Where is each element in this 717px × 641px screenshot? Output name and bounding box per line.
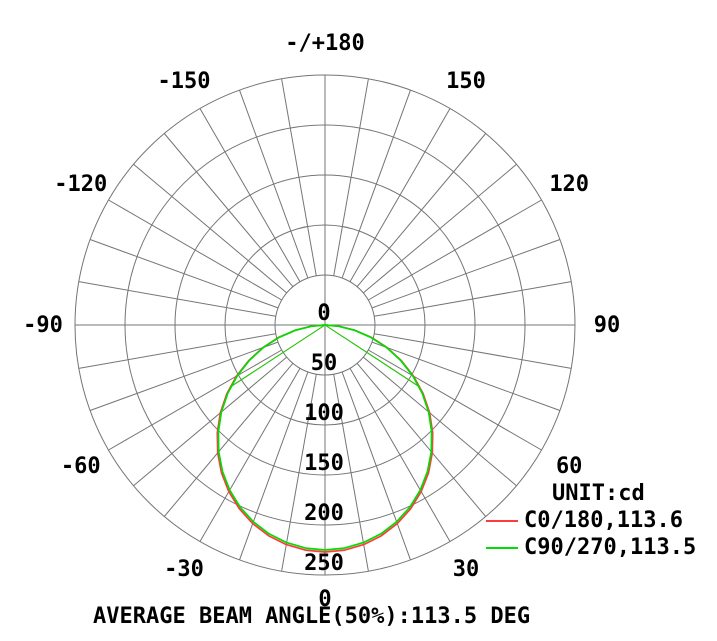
legend-line-swatch-c90 [486,547,518,549]
angle-tick-label: -/+180 [285,31,364,56]
grid-spoke [133,356,288,487]
grid-spoke [281,78,317,276]
grid-spoke [371,239,561,309]
grid-spoke [333,78,369,276]
angle-tick-label: 120 [549,172,589,197]
grid-spoke [78,281,276,317]
grid-spoke [163,133,294,288]
radial-tick-label: 250 [304,551,344,576]
grid-spoke [374,281,572,317]
angle-tick-label: -120 [54,172,107,197]
beam-angle-line-c90 [230,324,326,388]
angle-tick-label: -30 [164,557,204,582]
intensity-curve-c90 [217,324,433,551]
grid-spoke [108,199,282,301]
grid-spoke [239,371,309,561]
grid-spoke [89,239,279,309]
grid-spoke [281,374,317,572]
grid-spoke [133,163,288,294]
grid-spoke [349,108,451,282]
legend-item-c90: C90/270,113.5 [486,535,697,560]
grid-spoke [368,349,542,451]
grid-spoke [78,333,276,369]
grid-spoke [239,89,309,279]
grid-spoke [199,108,301,282]
grid-spoke [108,349,282,451]
grid-spoke [349,368,451,542]
radial-tick-label: 50 [311,351,338,376]
grid-spoke [356,362,487,517]
grid-spoke [356,133,487,288]
grid-spoke [341,89,411,279]
legend-line-swatch-c0 [486,520,518,522]
beam-angle-line-c90 [324,324,420,388]
average-beam-angle-caption: AVERAGE BEAM ANGLE(50%):113.5 DEG [93,604,531,629]
legend-unit-label: UNIT:cd [552,481,645,506]
legend-label-c0: C0/180,113.6 [524,508,683,533]
grid-spoke [89,341,279,411]
grid-spoke [362,356,517,487]
grid-spoke [362,163,517,294]
angle-tick-label: 60 [556,454,583,479]
legend: UNIT:cd C0/180,113.6 C90/270,113.5 [486,481,697,560]
angle-tick-label: -60 [61,454,101,479]
radial-tick-label: 150 [304,451,344,476]
radial-tick-label: 200 [304,501,344,526]
angle-tick-label: 150 [446,69,486,94]
grid-spoke [199,368,301,542]
grid-spoke [368,199,542,301]
angle-tick-label: -150 [158,69,211,94]
grid-spoke [374,333,572,369]
legend-item-c0: C0/180,113.6 [486,508,696,533]
angle-tick-label: -90 [23,313,63,338]
grid-spoke [333,374,369,572]
radial-tick-label: 0 [317,301,330,326]
grid-spoke [163,362,294,517]
angle-tick-label: 30 [453,557,480,582]
grid-spoke [341,371,411,561]
angle-tick-label: 90 [594,313,621,338]
angle-tick-label: 0 [318,587,331,612]
grid-spoke [371,341,561,411]
legend-label-c90: C90/270,113.5 [524,535,697,560]
radial-tick-label: 100 [304,401,344,426]
